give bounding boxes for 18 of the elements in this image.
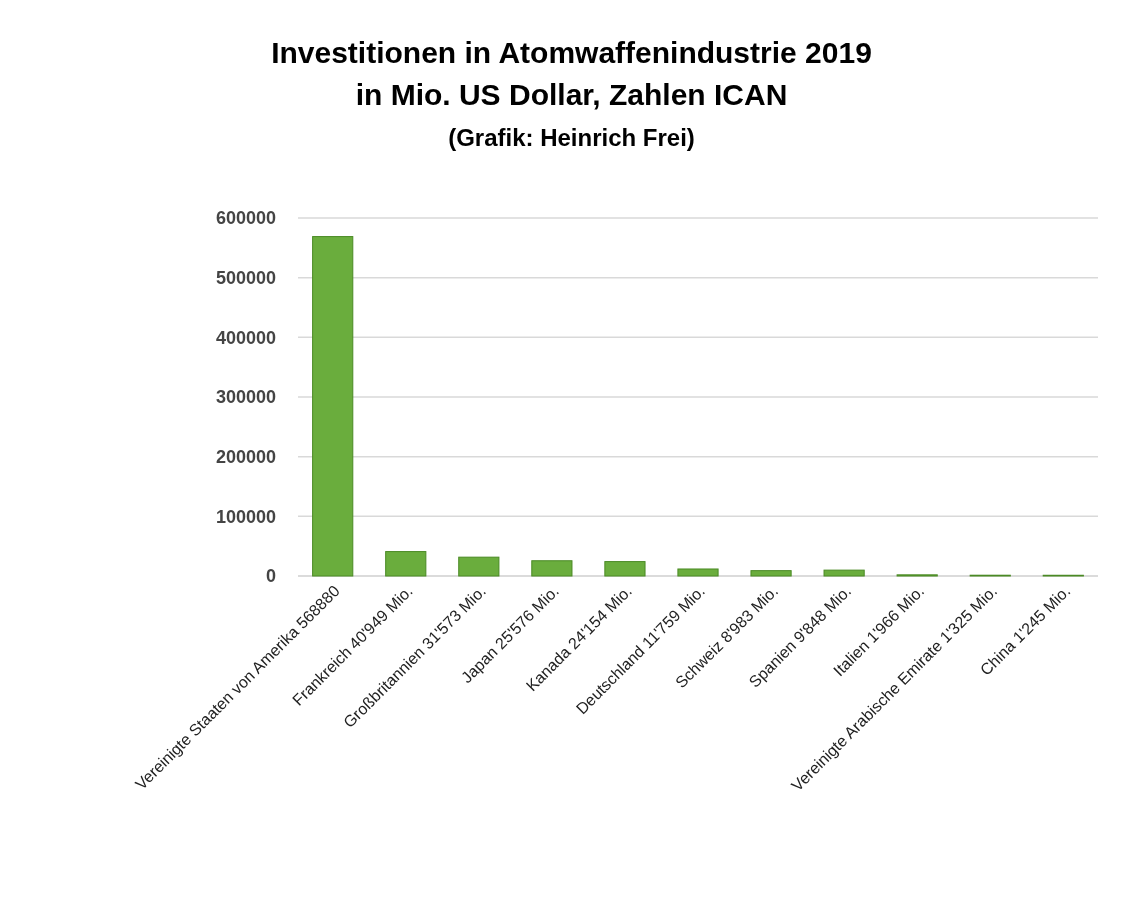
y-tick-label: 100000 [215,506,276,527]
y-tick-label: 500000 [215,267,276,288]
bar [312,236,354,577]
y-tick-label: 400000 [215,327,276,348]
bar [750,570,792,577]
y-tick-label: 600000 [215,208,276,229]
bar [385,551,427,577]
chart-subtitle: in Mio. US Dollar, Zahlen ICAN [355,78,788,111]
bar [604,561,646,577]
bar [458,556,500,577]
bar [677,568,719,577]
bar [531,560,573,577]
text: (Grafik: Heinrich Frei) [448,124,695,151]
y-tick-label: 200000 [215,446,276,467]
y-tick-label: 0 [265,566,276,587]
y-tick-label: 300000 [215,387,276,408]
chart-title: Investitionen in Atomwaffenindustrie 2019 [271,36,872,69]
bar [823,569,865,577]
